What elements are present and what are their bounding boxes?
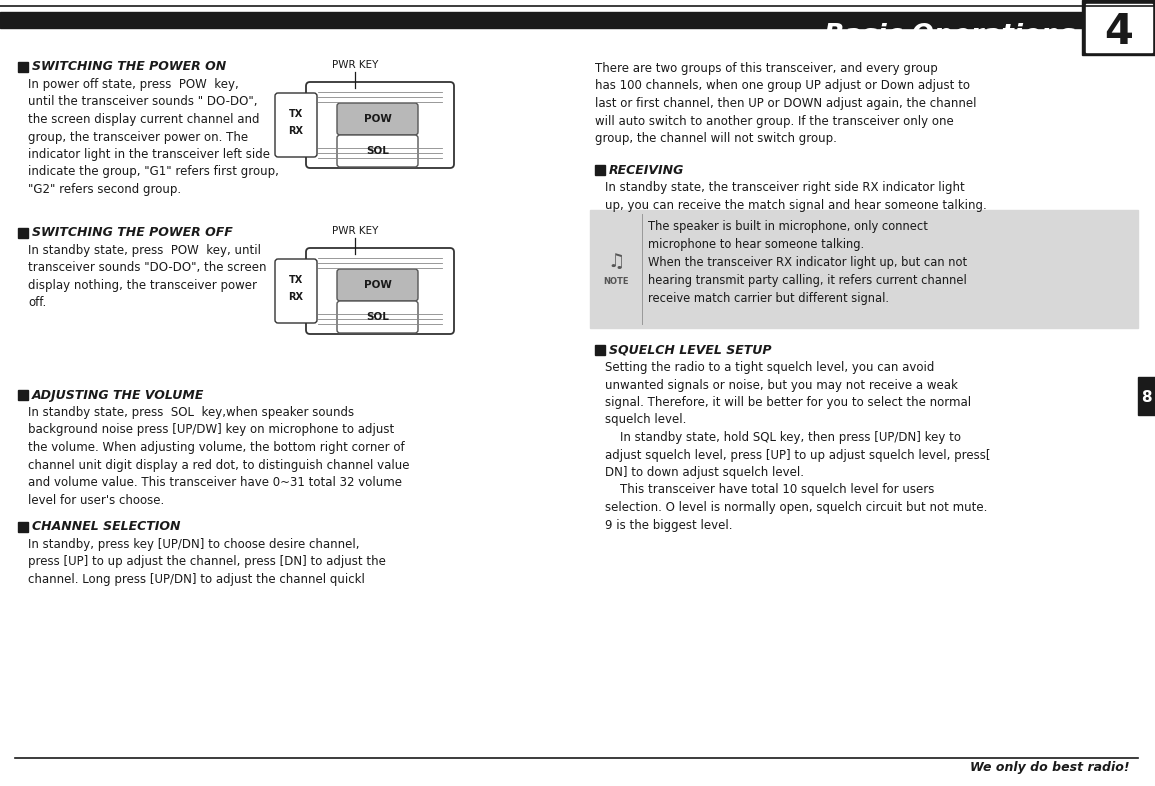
FancyBboxPatch shape <box>337 135 418 167</box>
Text: ♫: ♫ <box>608 252 625 271</box>
Text: Basic Operations: Basic Operations <box>824 23 1075 49</box>
Text: POW: POW <box>364 280 392 290</box>
Text: The speaker is built in microphone, only connect
microphone to hear someone talk: The speaker is built in microphone, only… <box>648 220 967 305</box>
Bar <box>1082 0 1155 55</box>
Text: 4: 4 <box>1104 11 1133 53</box>
Text: CHANNEL SELECTION: CHANNEL SELECTION <box>32 520 180 534</box>
Text: PWR KEY: PWR KEY <box>331 60 378 70</box>
Text: RX: RX <box>289 292 304 302</box>
Text: POW: POW <box>364 114 392 124</box>
Text: SWITCHING THE POWER ON: SWITCHING THE POWER ON <box>32 61 226 74</box>
Text: TX: TX <box>289 275 303 285</box>
FancyBboxPatch shape <box>337 301 418 333</box>
Text: We only do best radio!: We only do best radio! <box>970 762 1130 774</box>
Bar <box>595 165 605 175</box>
Text: ADJUSTING THE VOLUME: ADJUSTING THE VOLUME <box>32 388 204 402</box>
Text: RX: RX <box>289 126 304 136</box>
Text: NOTE: NOTE <box>603 277 628 287</box>
Text: In standby state, the transceiver right side RX indicator light
up, you can rece: In standby state, the transceiver right … <box>605 181 986 211</box>
Text: SQUELCH LEVEL SETUP: SQUELCH LEVEL SETUP <box>609 343 772 357</box>
Text: In standby state, press  SOL  key,when speaker sounds
background noise press [UP: In standby state, press SOL key,when spe… <box>28 406 410 506</box>
Bar <box>590 210 1138 328</box>
Bar <box>0 12 1155 28</box>
Bar <box>18 228 28 238</box>
Text: PWR KEY: PWR KEY <box>331 226 378 236</box>
FancyBboxPatch shape <box>306 248 454 334</box>
Bar <box>18 390 28 400</box>
Bar <box>18 62 28 72</box>
Bar <box>595 345 605 355</box>
FancyBboxPatch shape <box>275 93 316 157</box>
Bar <box>1138 377 1155 415</box>
Text: SOL: SOL <box>366 146 389 156</box>
Text: RECEIVING: RECEIVING <box>609 163 685 177</box>
FancyBboxPatch shape <box>337 103 418 135</box>
Text: There are two groups of this transceiver, and every group
has 100 channels, when: There are two groups of this transceiver… <box>595 62 976 145</box>
Bar <box>1086 4 1152 52</box>
Bar <box>18 522 28 532</box>
Text: In power off state, press  POW  key,
until the transceiver sounds " DO-DO",
the : In power off state, press POW key, until… <box>28 78 278 196</box>
FancyBboxPatch shape <box>306 82 454 168</box>
Text: Setting the radio to a tight squelch level, you can avoid
unwanted signals or no: Setting the radio to a tight squelch lev… <box>605 361 991 531</box>
Text: SWITCHING THE POWER OFF: SWITCHING THE POWER OFF <box>32 226 233 240</box>
Text: SOL: SOL <box>366 312 389 322</box>
Text: 8: 8 <box>1141 390 1152 405</box>
Text: In standby, press key [UP/DN] to choose desire channel,
press [UP] to up adjust : In standby, press key [UP/DN] to choose … <box>28 538 386 586</box>
Text: In standby state, press  POW  key, until
transceiver sounds "DO-DO", the screen
: In standby state, press POW key, until t… <box>28 244 267 310</box>
FancyBboxPatch shape <box>337 269 418 301</box>
Text: TX: TX <box>289 109 303 119</box>
FancyBboxPatch shape <box>275 259 316 323</box>
